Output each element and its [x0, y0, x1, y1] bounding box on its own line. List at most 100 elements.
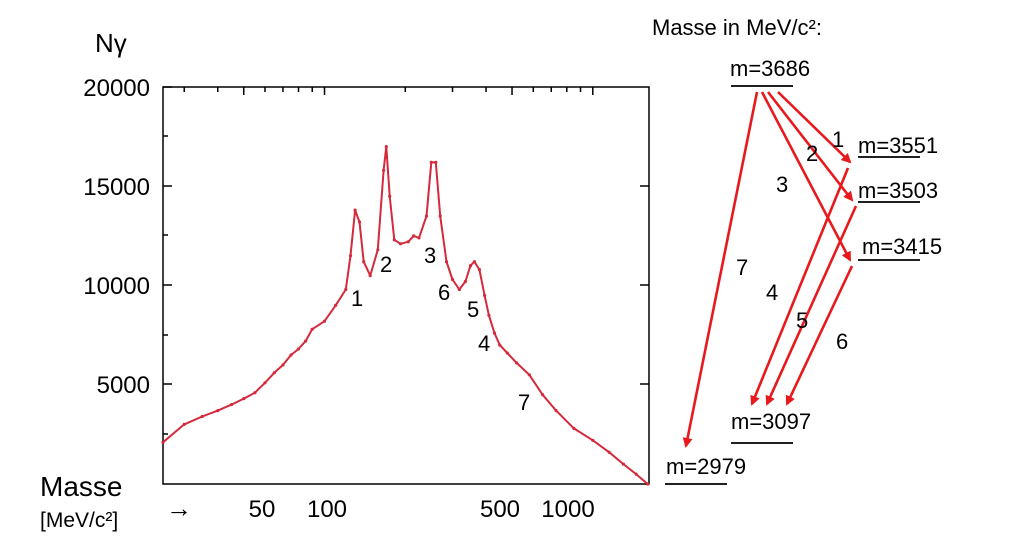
peak-label-4: 4: [478, 331, 490, 356]
data-point: [412, 234, 416, 238]
data-point: [384, 145, 388, 149]
y-axis-ticks: [163, 86, 649, 435]
x-tick-label: 1000: [541, 496, 594, 523]
data-point: [438, 214, 442, 218]
data-point: [477, 268, 481, 272]
transition-label-6: 6: [836, 329, 848, 354]
spectrum-chart: Nγ 20000 15000 10000 5000 Masse [MeV/c²]…: [40, 28, 650, 532]
transition-arrow-5: [765, 205, 858, 406]
data-point: [242, 397, 246, 401]
data-point: [263, 381, 267, 385]
x-tick-label: 100: [307, 496, 347, 523]
data-point: [216, 409, 220, 413]
level-label-3415: m=3415: [862, 234, 942, 259]
data-point: [382, 168, 386, 172]
transition-arrow-6: [785, 265, 854, 406]
data-point: [505, 351, 509, 355]
transition-label-4: 4: [766, 280, 778, 305]
y-tick-label: 10000: [83, 273, 150, 300]
spectrum-points: [161, 145, 650, 486]
x-axis-unit: [MeV/c²]: [40, 509, 118, 532]
data-point: [487, 313, 491, 317]
data-point: [634, 472, 638, 476]
peak-label-7: 7: [518, 390, 530, 415]
level-label-3551: m=3551: [858, 133, 938, 158]
data-point: [362, 260, 366, 264]
x-axis-ticks: [183, 87, 594, 95]
spectrum-line: [162, 145, 649, 485]
transition-label-2: 2: [806, 141, 818, 166]
data-point: [492, 331, 497, 335]
data-point: [646, 482, 650, 486]
data-point: [417, 236, 421, 240]
data-point: [289, 353, 293, 357]
transition-arrow-3: [760, 91, 852, 262]
transition-label-5: 5: [796, 308, 808, 333]
transition-arrow-7: [682, 91, 759, 448]
data-point: [344, 287, 348, 292]
data-point: [353, 208, 357, 212]
data-point: [253, 391, 257, 395]
data-point: [434, 160, 438, 164]
data-point: [334, 303, 338, 307]
data-point: [591, 438, 595, 442]
data-point: [541, 393, 545, 397]
data-point: [161, 440, 165, 444]
data-point: [348, 254, 353, 258]
data-point: [272, 371, 276, 375]
transition-arrow-1: [777, 91, 852, 164]
data-point: [304, 339, 308, 343]
peak-label-3: 3: [424, 243, 436, 268]
data-point: [368, 274, 372, 278]
data-point: [229, 403, 234, 407]
data-point: [527, 373, 531, 377]
levels-title: Masse in MeV/c²:: [652, 15, 822, 40]
data-point: [483, 293, 487, 297]
data-point: [310, 327, 314, 331]
y-tick-label: 5000: [97, 372, 150, 399]
peak-label-6: 6: [438, 280, 450, 305]
data-point: [621, 462, 626, 466]
data-point: [444, 260, 449, 264]
data-point: [398, 242, 403, 246]
level-label-3686: m=3686: [730, 56, 810, 81]
data-point: [554, 409, 558, 413]
data-point: [472, 260, 476, 264]
data-point: [429, 160, 433, 164]
data-point: [322, 319, 327, 323]
plot-frame: [162, 86, 650, 485]
level-label-2979: m=2979: [666, 454, 746, 479]
data-point: [392, 238, 396, 242]
transition-label-3: 3: [776, 172, 788, 197]
y-tick-label: 15000: [83, 174, 150, 201]
level-label-3097: m=3097: [731, 409, 811, 434]
data-point: [296, 347, 301, 351]
transition-arrow-4: [750, 167, 850, 406]
energy-level-diagram: Masse in MeV/c²: m=3686 m=3551 m=3503 m=…: [652, 15, 942, 485]
data-point: [607, 450, 611, 454]
peak-label-2: 2: [380, 252, 392, 277]
data-point: [498, 343, 502, 347]
data-point: [388, 194, 392, 198]
data-point: [200, 414, 204, 419]
data-point: [450, 277, 455, 282]
data-point: [463, 279, 467, 284]
transition-label-1: 1: [832, 127, 844, 152]
data-point: [468, 264, 473, 268]
data-point: [515, 361, 519, 365]
x-axis-label: Masse: [40, 471, 122, 502]
transition-label-7: 7: [736, 255, 748, 280]
y-tick-label: 20000: [83, 75, 150, 102]
transition-arrow-2: [766, 91, 854, 202]
level-label-3503: m=3503: [858, 178, 938, 203]
data-point: [424, 214, 429, 218]
y-axis-label: Nγ: [95, 28, 127, 58]
data-point: [376, 248, 380, 252]
data-point: [572, 426, 576, 430]
data-point: [406, 240, 410, 244]
data-point: [457, 287, 461, 292]
data-point: [281, 363, 285, 367]
data-point: [182, 422, 186, 426]
x-axis-arrow: →: [166, 493, 192, 523]
